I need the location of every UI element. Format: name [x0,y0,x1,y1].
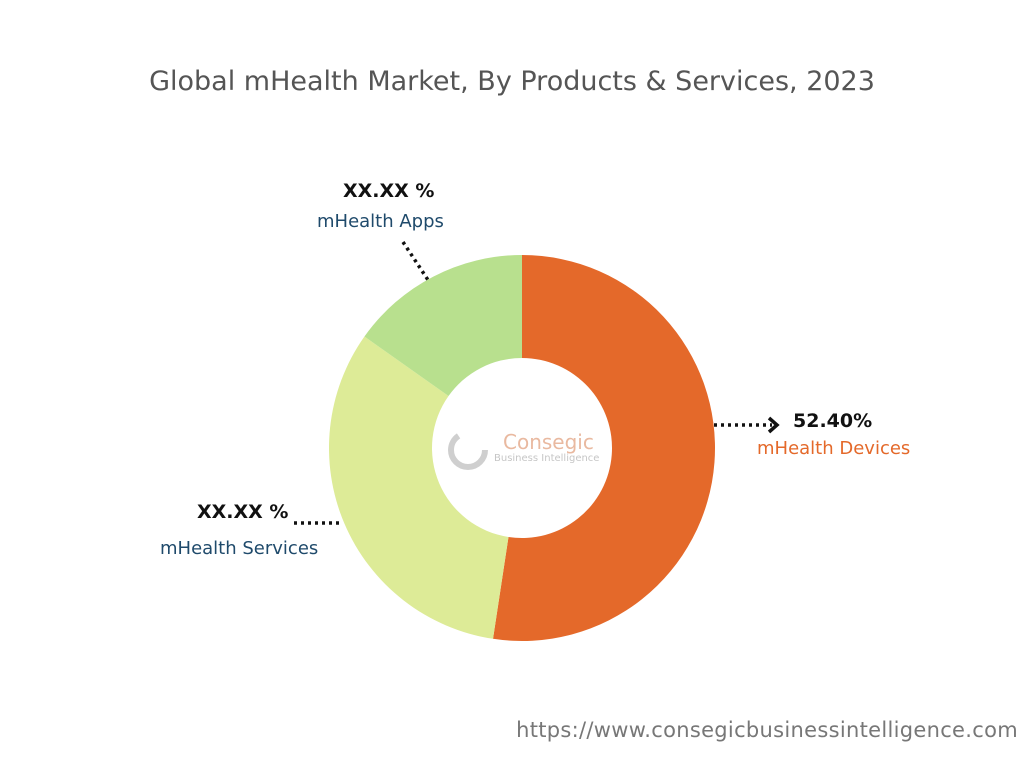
category-label-devices: mHealth Devices [757,438,911,459]
data-label-apps: XX.XX % [343,180,435,202]
slice-services [329,336,509,639]
data-label-devices: 52.40% [793,410,873,432]
category-label-apps: mHealth Apps [317,211,444,232]
chart-title: Global mHealth Market, By Products & Ser… [149,66,875,97]
watermark-logo-icon [448,430,488,470]
data-label-services: XX.XX % [197,501,289,523]
arrow-icon [767,416,780,434]
source-url: https://www.consegicbusinessintelligence… [516,718,1018,742]
watermark-tagline: Business Intelligence [494,453,600,464]
slice-devices [493,255,715,642]
category-label-services: mHealth Services [160,538,319,559]
watermark-brand: Consegic [503,430,594,454]
slice-apps [364,255,522,397]
leader-apps [401,241,430,281]
